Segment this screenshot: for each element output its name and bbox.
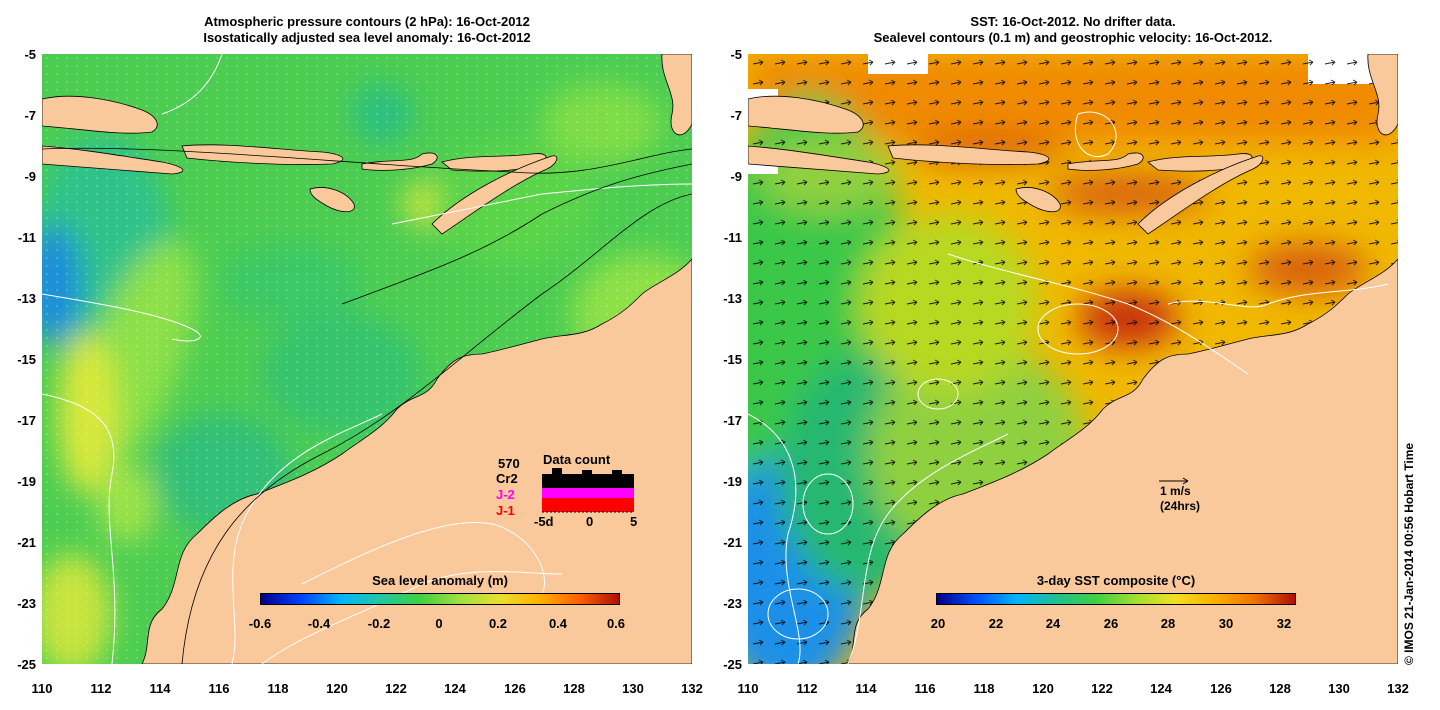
- velocity-scale-arrow: [1159, 477, 1189, 485]
- right-lat-label: -11: [723, 230, 742, 245]
- right-lat-label: -25: [723, 657, 742, 672]
- mission-label-j2: J-2: [496, 487, 515, 502]
- sst-map-graphic: [748, 54, 1398, 664]
- left-lon-label: 130: [622, 681, 644, 696]
- right-lon-label: 124: [1150, 681, 1172, 696]
- sst-tick-1: 20: [930, 616, 946, 631]
- sst-tick-3: 24: [1045, 616, 1061, 631]
- right-lat-label: -19: [723, 474, 742, 489]
- left-lat-label: -21: [17, 535, 36, 550]
- mission-label-j1: J-1: [496, 503, 515, 518]
- sla-tick-3: -0.2: [367, 616, 391, 631]
- data-count-title: Data count: [543, 452, 611, 467]
- left-lat-label: -25: [17, 657, 36, 672]
- sst-tick-2: 22: [988, 616, 1004, 631]
- left-lon-label: 110: [31, 681, 53, 696]
- velocity-scale-label: 1 m/s: [1160, 484, 1191, 498]
- left-title-line2: Isostatically adjusted sea level anomaly…: [203, 30, 531, 45]
- data-count-histogram: [542, 468, 634, 513]
- right-lat-label: -7: [730, 108, 742, 123]
- right-lon-label: 110: [737, 681, 759, 696]
- data-count-total: 570: [498, 456, 520, 471]
- left-lon-label: 116: [208, 681, 230, 696]
- histogram-label-end: 5: [630, 514, 638, 529]
- sst-tick-6: 30: [1218, 616, 1234, 631]
- histogram-label-mid: 0: [586, 514, 594, 529]
- right-lat-label: -15: [723, 352, 742, 367]
- left-lat-label: -23: [17, 596, 36, 611]
- sea-level-anomaly-map: [42, 54, 692, 664]
- sla-tick-6: 0.4: [548, 616, 568, 631]
- right-lat-label: -23: [723, 596, 742, 611]
- right-lon-label: 120: [1032, 681, 1054, 696]
- right-lon-label: 126: [1210, 681, 1232, 696]
- right-lon-label: 128: [1269, 681, 1291, 696]
- right-lon-label: 118: [973, 681, 995, 696]
- right-lon-label: 112: [796, 681, 818, 696]
- left-title-line1: Atmospheric pressure contours (2 hPa): 1…: [204, 14, 530, 29]
- sla-colorbar-title: Sea level anomaly (m): [372, 573, 508, 588]
- left-lon-label: 118: [267, 681, 289, 696]
- land-masses: [42, 54, 692, 664]
- sea-level-contours: [748, 111, 1389, 664]
- left-lon-label: 112: [90, 681, 112, 696]
- left-lon-label: 124: [444, 681, 466, 696]
- sla-colorbar: [260, 593, 620, 605]
- left-lon-label: 120: [326, 681, 348, 696]
- right-lat-label: -9: [730, 169, 742, 184]
- sla-tick-7: 0.6: [606, 616, 626, 631]
- left-lon-label: 126: [504, 681, 526, 696]
- bathymetry-contour: [42, 147, 692, 664]
- right-lon-label: 130: [1328, 681, 1350, 696]
- land-masses: [748, 54, 1398, 664]
- left-lat-label: -13: [17, 291, 36, 306]
- sla-tick-5: 0.2: [488, 616, 508, 631]
- left-lon-label: 122: [385, 681, 407, 696]
- sla-tick-1: -0.6: [248, 616, 272, 631]
- sla-map-graphic: [42, 54, 692, 664]
- right-lat-label: -5: [730, 47, 742, 62]
- right-title-line1: SST: 16-Oct-2012. No drifter data.: [970, 14, 1176, 29]
- left-lat-label: -7: [24, 108, 36, 123]
- imos-credit: © IMOS 21-Jan-2014 00:56 Hobart Time: [1402, 442, 1416, 665]
- left-lat-label: -15: [17, 352, 36, 367]
- left-lon-label: 132: [681, 681, 703, 696]
- mission-label-cr2: Cr2: [496, 471, 518, 486]
- right-lat-label: -13: [723, 291, 742, 306]
- sst-tick-4: 26: [1103, 616, 1119, 631]
- histogram-bars: [542, 468, 634, 512]
- right-lat-label: -17: [723, 413, 742, 428]
- sla-tick-4: 0: [435, 616, 443, 631]
- sst-colorbar: [936, 593, 1296, 605]
- right-lon-label: 132: [1387, 681, 1409, 696]
- left-lat-label: -19: [17, 474, 36, 489]
- left-lat-label: -9: [24, 169, 36, 184]
- left-lon-label: 128: [563, 681, 585, 696]
- sla-tick-2: -0.4: [307, 616, 331, 631]
- sst-colorbar-title: 3-day SST composite (°C): [1036, 573, 1196, 588]
- sst-tick-5: 28: [1160, 616, 1176, 631]
- sst-map: [748, 54, 1398, 664]
- right-lon-label: 114: [855, 681, 877, 696]
- right-lon-label: 122: [1091, 681, 1113, 696]
- sst-tick-7: 32: [1276, 616, 1292, 631]
- left-lat-label: -17: [17, 413, 36, 428]
- histogram-label-start: -5d: [534, 514, 554, 529]
- right-lon-label: 116: [914, 681, 936, 696]
- left-lat-label: -5: [24, 47, 36, 62]
- left-lat-label: -11: [17, 230, 36, 245]
- right-title-line2: Sealevel contours (0.1 m) and geostrophi…: [873, 30, 1273, 45]
- velocity-scale-sublabel: (24hrs): [1160, 499, 1201, 513]
- pressure-contours: [42, 54, 692, 664]
- left-lon-label: 114: [149, 681, 171, 696]
- right-lat-label: -21: [723, 535, 742, 550]
